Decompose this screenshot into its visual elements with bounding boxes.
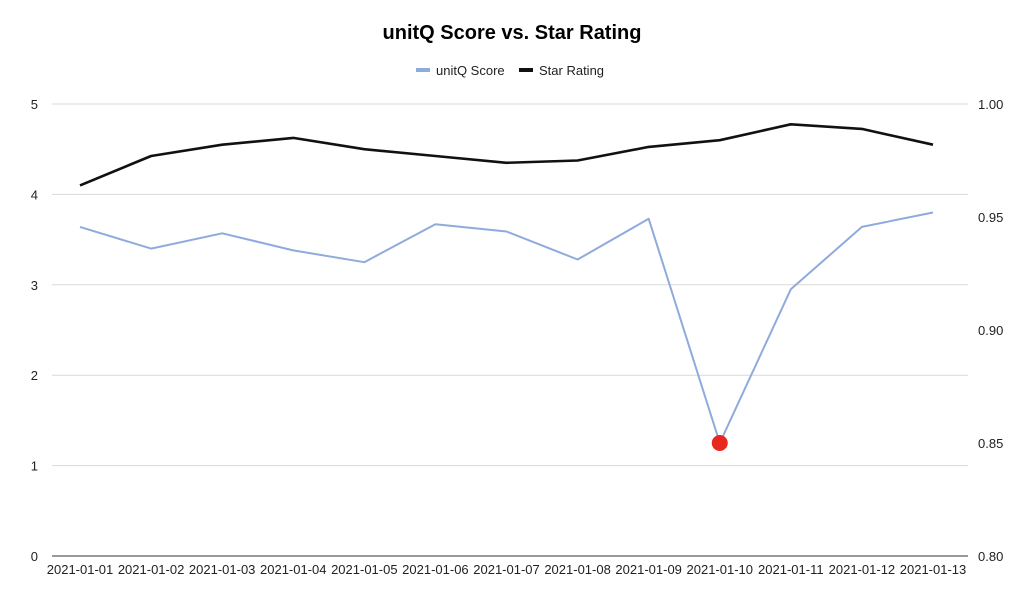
x-tick-label: 2021-01-07	[473, 562, 540, 577]
x-tick-label: 2021-01-05	[331, 562, 398, 577]
x-tick-label: 2021-01-01	[47, 562, 114, 577]
highlight-point	[711, 435, 728, 451]
grid	[52, 103, 968, 557]
x-tick-label: 2021-01-06	[402, 562, 469, 577]
left-y-axis: 0 1 2 3 4 5	[31, 97, 38, 564]
legend: unitQ Score Star Rating	[416, 63, 604, 78]
x-tick-label: 2021-01-08	[544, 562, 611, 577]
x-tick-label: 2021-01-02	[118, 562, 185, 577]
series-line-unitq-score	[79, 211, 934, 444]
x-tick-label: 2021-01-10	[687, 562, 754, 577]
left-y-tick-label: 0	[31, 549, 38, 564]
x-tick-label: 2021-01-13	[900, 562, 967, 577]
x-tick-label: 2021-01-03	[189, 562, 256, 577]
legend-label-star-rating: Star Rating	[539, 63, 604, 78]
series-line-star-rating	[79, 123, 934, 187]
right-y-tick-label: 0.90	[978, 323, 1003, 338]
right-y-tick-label: 0.95	[978, 210, 1003, 225]
left-y-tick-label: 4	[31, 187, 38, 202]
legend-label-unitq-score: unitQ Score	[436, 63, 505, 78]
x-tick-label: 2021-01-04	[260, 562, 327, 577]
chart-title: unitQ Score vs. Star Rating	[383, 22, 642, 44]
right-y-tick-label: 1.00	[978, 97, 1003, 112]
left-y-tick-label: 1	[31, 459, 38, 474]
left-y-tick-label: 5	[31, 97, 38, 112]
x-tick-label: 2021-01-12	[829, 562, 896, 577]
x-tick-label: 2021-01-09	[615, 562, 682, 577]
series-layer	[79, 123, 934, 451]
x-tick-label: 2021-01-11	[758, 562, 824, 577]
right-y-axis: 0.80 0.85 0.90 0.95 1.00	[978, 97, 1003, 564]
right-y-tick-label: 0.80	[978, 549, 1003, 564]
left-y-tick-label: 2	[31, 368, 38, 383]
left-y-tick-label: 3	[31, 278, 38, 293]
right-y-tick-label: 0.85	[978, 436, 1003, 451]
x-axis: 2021-01-01 2021-01-02 2021-01-03 2021-01-04…	[47, 562, 967, 577]
